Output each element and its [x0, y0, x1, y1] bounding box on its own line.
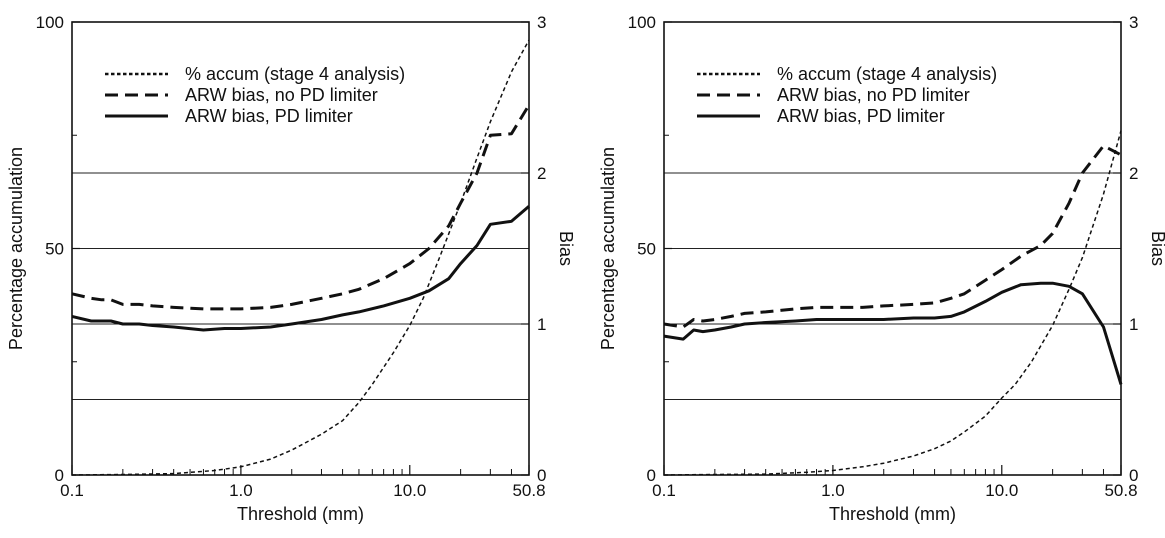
chart1-legend-label: ARW bias, no PD limiter [185, 85, 378, 105]
chart1-y2tick-label: 0 [537, 466, 546, 485]
chart-panel-left: 0 50 100 0 1 2 3 0.1 1.0 10.0 50.8 Threshold (mm) Pe… [6, 13, 576, 524]
chart2-series-solid [663, 281, 1123, 385]
chart1-series-dashed [71, 104, 531, 311]
chart2-xtick-label: 1.0 [821, 481, 845, 500]
chart2-legend-label: ARW bias, no PD limiter [777, 85, 970, 105]
chart1-series-dotted [71, 39, 530, 476]
chart1-series-solid [71, 205, 530, 332]
chart2-ylabel: Percentage accumulation [598, 147, 618, 350]
chart1-xtick-label: 50.8 [512, 481, 545, 500]
chart2-xtick-label: 50.8 [1104, 481, 1137, 500]
chart2-legend-label: % accum (stage 4 analysis) [777, 64, 997, 84]
chart2-y2tick-label: 1 [1129, 315, 1138, 334]
chart1-y2tick-label: 2 [537, 164, 546, 183]
chart2-legend-label: ARW bias, PD limiter [777, 106, 945, 126]
chart1-legend-label: % accum (stage 4 analysis) [185, 64, 405, 84]
chart2-y2tick-label: 2 [1129, 164, 1138, 183]
chart2-y2tick-label: 3 [1129, 13, 1138, 32]
chart-panel-right: 0 50 100 0 1 2 3 0.1 1.0 10.0 50.8 Threshold (mm) Pe… [598, 13, 1165, 524]
chart2-ytick-label: 100 [628, 13, 656, 32]
chart2-series-dashed [663, 144, 1122, 329]
chart1-legend-label: ARW bias, PD limiter [185, 106, 353, 126]
chart1-xtick-label: 0.1 [60, 481, 84, 500]
chart2-ytick-label: 50 [637, 240, 656, 259]
chart1-xlabel: Threshold (mm) [237, 504, 364, 524]
chart2-series-dotted [663, 130, 1122, 476]
chart1-ylabel: Percentage accumulation [6, 147, 26, 350]
chart1-ytick-label: 0 [55, 466, 64, 485]
chart2-y2tick-label: 0 [1129, 466, 1138, 485]
chart1-xtick-label: 10.0 [393, 481, 426, 500]
chart2-ytick-label: 0 [647, 466, 656, 485]
chart1-y2tick-label: 1 [537, 315, 546, 334]
chart2-xtick-label: 0.1 [652, 481, 676, 500]
chart1-y2tick-label: 3 [537, 13, 546, 32]
chart2-y2label: Bias [1148, 231, 1165, 266]
chart1-ytick-label: 50 [45, 240, 64, 259]
chart2-xlabel: Threshold (mm) [829, 504, 956, 524]
chart1-xtick-label: 1.0 [229, 481, 253, 500]
chart1-ytick-label: 100 [36, 13, 64, 32]
chart2-xtick-label: 10.0 [985, 481, 1018, 500]
chart1-y2label: Bias [556, 231, 576, 266]
